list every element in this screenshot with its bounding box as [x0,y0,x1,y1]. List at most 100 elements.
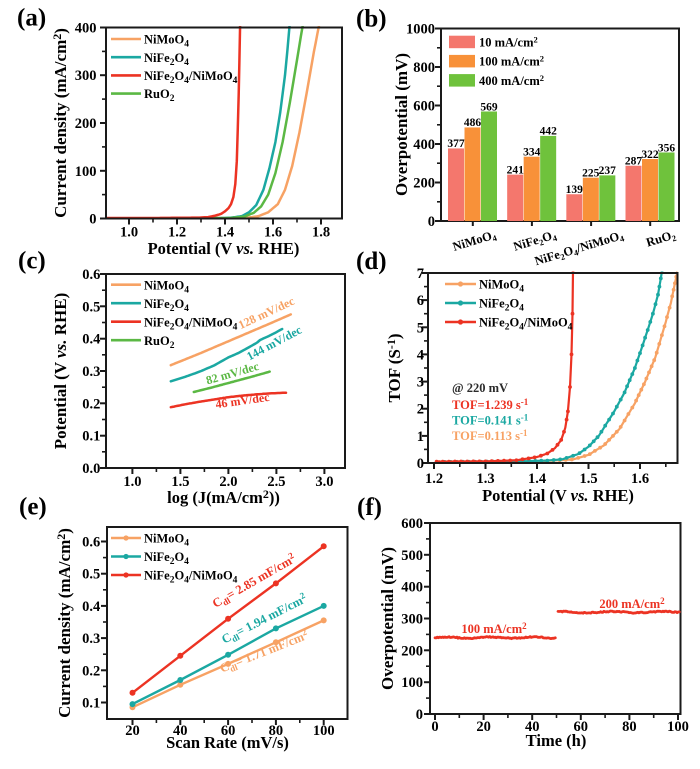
svg-text:0: 0 [416,707,423,723]
svg-text:1.6: 1.6 [264,225,282,241]
svg-text:3: 3 [417,375,424,391]
svg-text:200: 200 [401,643,423,659]
svg-text:TOF=0.113 s-1: TOF=0.113 s-1 [452,428,528,443]
svg-text:NiFe2O4: NiFe2O4 [144,51,189,68]
svg-text:NiMoO4: NiMoO4 [144,278,189,295]
svg-text:1: 1 [417,429,424,445]
svg-text:Scan Rate (mV/s): Scan Rate (mV/s) [166,733,289,752]
svg-text:0.0: 0.0 [82,461,100,477]
svg-text:20: 20 [476,719,491,735]
svg-text:20: 20 [125,723,140,739]
svg-text:334: 334 [523,147,541,159]
svg-text:(b): (b) [356,6,387,33]
svg-text:60: 60 [574,719,589,735]
svg-text:287: 287 [625,156,643,168]
svg-text:400: 400 [75,21,97,37]
svg-text:200 mA/cm2: 200 mA/cm2 [599,596,665,611]
svg-text:TOF (S-1): TOF (S-1) [384,333,404,402]
svg-text:0.4: 0.4 [82,332,100,348]
svg-text:80: 80 [269,723,284,739]
svg-text:442: 442 [540,126,558,138]
svg-text:225: 225 [582,168,600,180]
svg-text:0.3: 0.3 [82,631,100,647]
svg-text:100: 100 [667,719,689,735]
svg-text:400 mA/cm2: 400 mA/cm2 [479,73,544,88]
svg-text:1000: 1000 [406,22,435,38]
svg-text:0: 0 [89,212,96,228]
svg-text:NiMoO4: NiMoO4 [479,278,524,295]
svg-text:0.2: 0.2 [82,663,100,679]
svg-text:Current density (mA/cm2): Current density (mA/cm2) [50,28,70,218]
svg-text:6: 6 [417,293,424,309]
svg-text:0.2: 0.2 [82,396,100,412]
svg-text:569: 569 [480,101,498,113]
svg-text:Potential (V vs. RHE): Potential (V vs. RHE) [148,239,300,258]
svg-text:1.2: 1.2 [168,225,186,241]
svg-text:NiFe2O4/NiMoO4: NiFe2O4/NiMoO4 [144,69,238,86]
svg-text:1.4: 1.4 [528,471,546,487]
svg-text:1.3: 1.3 [476,471,494,487]
svg-text:Time (h): Time (h) [526,731,587,750]
svg-text:400: 400 [413,137,435,153]
svg-text:500: 500 [401,548,423,564]
svg-text:NiFe2O4/NiMoO4: NiFe2O4/NiMoO4 [144,315,238,332]
svg-text:5: 5 [417,320,424,336]
svg-text:1.6: 1.6 [631,471,649,487]
svg-text:100: 100 [75,164,97,180]
svg-text:Potential (V vs. RHE): Potential (V vs. RHE) [51,293,70,449]
svg-text:800: 800 [413,60,435,76]
svg-text:0: 0 [417,456,424,472]
svg-text:2.0: 2.0 [219,474,237,490]
svg-text:7: 7 [417,266,424,282]
svg-text:300: 300 [75,68,97,84]
svg-text:200: 200 [413,176,435,192]
svg-text:1.2: 1.2 [425,471,443,487]
svg-text:(d): (d) [356,248,387,275]
svg-text:Current density (mA/cm2): Current density (mA/cm2) [54,528,74,718]
svg-text:log (J(mA/cm2)): log (J(mA/cm2)) [167,487,280,507]
svg-text:0.5: 0.5 [82,299,100,315]
svg-text:40: 40 [173,723,188,739]
svg-text:237: 237 [599,165,617,177]
svg-text:NiFe2O4: NiFe2O4 [144,550,189,567]
svg-text:@ 220 mV: @ 220 mV [452,381,508,395]
svg-text:NiFe2O4: NiFe2O4 [144,297,189,314]
svg-text:RuO2: RuO2 [144,87,175,104]
svg-text:3.0: 3.0 [315,474,333,490]
svg-text:(a): (a) [17,5,46,32]
svg-text:486: 486 [464,117,482,129]
svg-text:100: 100 [401,675,423,691]
svg-text:RuO2: RuO2 [144,334,175,351]
svg-text:600: 600 [401,516,423,532]
svg-text:0.5: 0.5 [82,567,100,583]
svg-text:0: 0 [428,214,435,230]
svg-text:100 mA/cm2: 100 mA/cm2 [479,54,544,69]
svg-text:0.6: 0.6 [82,535,100,551]
svg-text:377: 377 [447,138,465,150]
svg-text:2.5: 2.5 [267,474,285,490]
svg-text:NiFe2O4/NiMoO4: NiFe2O4/NiMoO4 [144,569,238,586]
svg-text:100: 100 [313,723,335,739]
svg-text:Potential (V vs. RHE): Potential (V vs. RHE) [482,486,634,505]
svg-text:241: 241 [507,164,525,176]
svg-text:1.0: 1.0 [123,474,141,490]
svg-text:(e): (e) [19,494,47,521]
svg-text:400: 400 [401,580,423,596]
svg-text:1.5: 1.5 [579,471,597,487]
svg-text:TOF=0.141 s-1: TOF=0.141 s-1 [452,413,529,428]
svg-text:1.8: 1.8 [312,225,330,241]
svg-text:80: 80 [622,719,637,735]
svg-text:1.0: 1.0 [120,225,138,241]
svg-text:(f): (f) [357,494,382,521]
svg-text:0.6: 0.6 [82,267,100,283]
svg-text:139: 139 [566,184,584,196]
svg-text:0: 0 [431,719,438,735]
svg-text:0.3: 0.3 [82,364,100,380]
svg-text:(c): (c) [18,248,46,275]
svg-text:2: 2 [417,402,424,418]
svg-text:600: 600 [413,99,435,115]
svg-text:40: 40 [525,719,540,735]
svg-text:1.5: 1.5 [171,474,189,490]
svg-text:NiMoO4: NiMoO4 [144,33,189,50]
svg-text:0.1: 0.1 [82,429,100,445]
